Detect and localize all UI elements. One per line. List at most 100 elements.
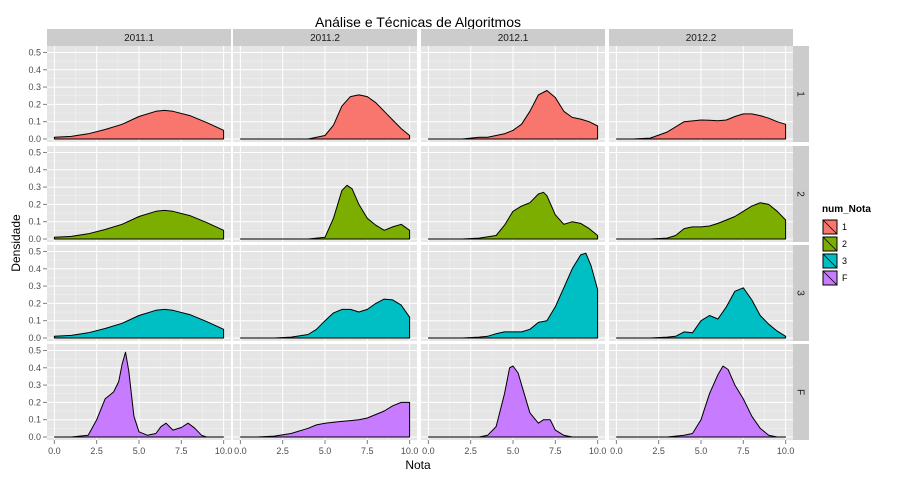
row-strip [791,245,809,341]
legend-key-slash [822,219,838,235]
x-tick-label: 7.5 [549,446,562,456]
density-area-3 [53,308,225,339]
facet-panel [609,146,793,242]
column-strip [421,29,605,46]
x-tick-label: 10.0 [401,446,419,456]
row-strip [791,344,809,440]
y-tick-label: 0.0 [28,134,41,144]
facet-panel [421,146,605,242]
density-area-2 [53,209,225,240]
column-strip-label: 2012.2 [686,33,717,44]
density-area-1 [615,113,787,140]
y-tick-label: 0.5 [28,246,41,256]
y-tick-label: 0.4 [28,65,41,75]
density-area-F [427,365,599,438]
x-tick-label: 2.5 [90,446,103,456]
row-strip [791,146,809,242]
y-tick-label: 0.3 [28,281,41,291]
legend-title: num_Nota [822,204,871,215]
density-area-2 [615,202,787,240]
y-tick-label: 0.0 [28,432,41,442]
y-tick-label: 0.3 [28,182,41,192]
row-strip-label: F [794,389,805,395]
facet-panel [233,344,417,440]
column-strip-label: 2011.1 [124,33,154,44]
facet-panel [421,46,605,142]
facet-panel [421,245,605,341]
x-tick-label: 5.0 [133,446,146,456]
x-tick-label: 7.5 [175,446,188,456]
legend-entry-label: 1 [842,222,847,232]
column-strip [233,29,417,46]
density-area-1 [53,109,225,140]
y-tick-label: 0.4 [28,165,41,175]
density-area-1 [427,90,599,140]
y-tick-label: 0.1 [28,217,41,227]
x-tick-label: 0.0 [234,446,247,456]
x-tick-label: 10.0 [589,446,607,456]
legend-entry-label: 2 [842,239,847,249]
facet-panel [609,46,793,142]
y-tick-label: 0.0 [28,234,41,244]
x-tick-label: 0.0 [422,446,435,456]
y-tick-label: 0.2 [28,298,41,308]
y-axis-title: Densidade [9,214,23,272]
y-tick-label: 0.1 [28,117,41,127]
x-tick-label: 5.0 [319,446,332,456]
x-tick-label: 10.0 [777,446,795,456]
y-tick-label: 0.2 [28,99,41,109]
x-tick-label: 2.5 [464,446,477,456]
density-area-3 [427,252,599,339]
y-tick-label: 0.1 [28,316,41,326]
density-area-3 [615,287,787,339]
facet-panel [47,146,231,242]
facet-panel [233,46,417,142]
x-axis-title: Nota [405,458,431,472]
chart-title: Análise e Técnicas de Algoritmos [315,14,521,30]
legend-key-slash [822,253,838,269]
legend: num_Nota 1 2 3 F [821,204,871,287]
x-tick-label: 5.0 [507,446,520,456]
facet-panel [609,245,793,341]
legend-entry-label: F [842,273,848,283]
legend-key-slash [822,236,838,252]
legend-key-slash [822,270,838,286]
row-strip-label: 1 [794,91,805,97]
row-strip [791,46,809,142]
x-tick-label: 2.5 [276,446,289,456]
density-area-1 [239,94,411,140]
density-area-2 [427,191,599,240]
facet-panel [47,245,231,341]
facet-panel [421,344,605,440]
y-tick-label: 0.3 [28,380,41,390]
y-tick-label: 0.5 [28,345,41,355]
column-strip [47,29,231,46]
column-strip-label: 2012.1 [498,33,529,44]
y-tick-label: 0.1 [28,415,41,425]
density-area-F [53,351,225,438]
y-tick-label: 0.2 [28,199,41,209]
y-tick-label: 0.4 [28,264,41,274]
facet-panel [233,245,417,341]
density-area-3 [239,298,411,339]
x-tick-label: 2.5 [652,446,665,456]
column-strip [609,29,793,46]
density-area-F [239,401,411,438]
legend-entry-label: 3 [842,256,847,266]
x-tick-label: 7.5 [737,446,750,456]
row-strip-label: 3 [794,290,805,296]
facet-panel [233,146,417,242]
facet-panel [47,46,231,142]
density-area-F [615,365,787,438]
y-tick-label: 0.5 [28,147,41,157]
y-tick-label: 0.4 [28,363,41,373]
y-tick-label: 0.3 [28,82,41,92]
panel-grid: 2011.1 2011.2 2012.1 2012.2 1 2 3 F 0.0 0.1 0.2 0.3… [28,29,809,456]
x-tick-label: 0.0 [48,446,61,456]
column-strip-label: 2011.2 [310,33,340,44]
y-tick-label: 0.0 [28,333,41,343]
y-tick-label: 0.2 [28,397,41,407]
row-strip-label: 2 [794,191,805,197]
facet-panel [47,344,231,440]
